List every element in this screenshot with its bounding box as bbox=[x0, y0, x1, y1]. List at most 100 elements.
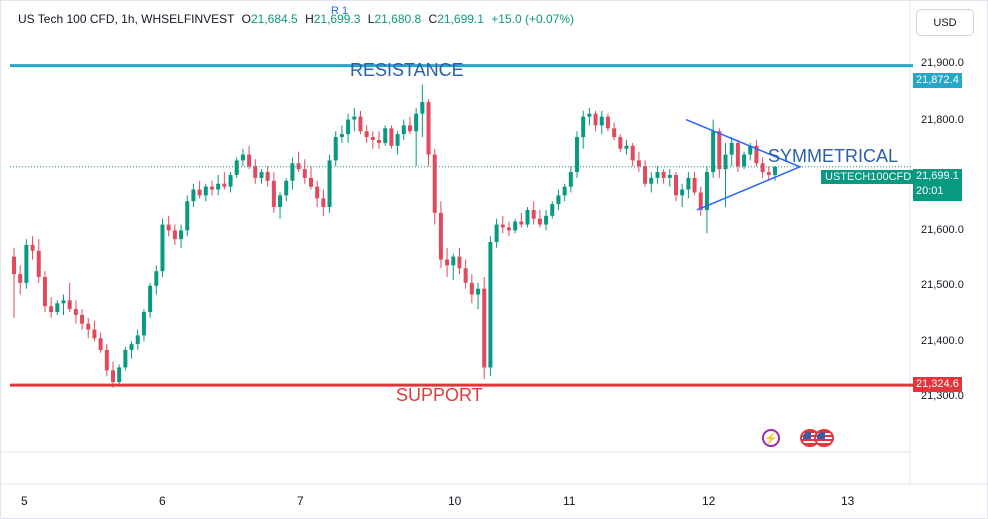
candle-body bbox=[271, 180, 276, 208]
currency-button[interactable]: USD bbox=[916, 9, 974, 36]
support-price-tag: 21,324.6 bbox=[913, 377, 962, 392]
y-tick-label: 21,300.0 bbox=[921, 390, 964, 402]
candle-body bbox=[222, 183, 227, 187]
candle-body bbox=[575, 137, 580, 173]
open-label: O bbox=[241, 12, 251, 26]
candle-body bbox=[655, 172, 660, 178]
candle-body bbox=[234, 160, 239, 175]
candle-body bbox=[704, 172, 709, 210]
candle-body bbox=[389, 128, 394, 146]
candle-body bbox=[494, 224, 499, 243]
lightning-icon[interactable]: ⚡ bbox=[762, 429, 780, 447]
candle-body bbox=[253, 166, 258, 178]
candle-body bbox=[321, 198, 326, 208]
symbol-title[interactable]: US Tech 100 CFD, 1h, WHSELFINVEST bbox=[18, 12, 235, 26]
x-tick-label: 13 bbox=[841, 494, 855, 508]
candle-body bbox=[104, 349, 109, 371]
candle-body bbox=[358, 116, 363, 132]
candle-body bbox=[333, 137, 338, 161]
candle-body bbox=[649, 177, 654, 184]
candle-body bbox=[717, 131, 722, 170]
candle-body bbox=[686, 177, 691, 190]
candle-body bbox=[117, 367, 122, 383]
candle-body bbox=[247, 154, 252, 167]
candle-body bbox=[80, 314, 85, 324]
low-label: L bbox=[367, 12, 375, 26]
candle-body bbox=[754, 145, 759, 164]
candle-body bbox=[661, 172, 666, 178]
candle-body bbox=[624, 145, 629, 149]
candle-body bbox=[773, 166, 777, 175]
candle-body bbox=[86, 323, 91, 330]
candle-body bbox=[377, 139, 382, 143]
candle-body bbox=[92, 329, 97, 339]
candle-body bbox=[500, 224, 505, 228]
candle-body bbox=[407, 125, 412, 132]
candle-body bbox=[308, 177, 313, 187]
candle-body bbox=[667, 174, 672, 178]
candle-body bbox=[240, 154, 245, 161]
candle-body bbox=[506, 227, 511, 231]
candle-body bbox=[612, 128, 617, 138]
candle-body bbox=[760, 163, 765, 173]
symmetrical-annotation: SYMMETRICAL bbox=[768, 146, 899, 166]
candle-body bbox=[457, 256, 462, 269]
x-tick-label: 5 bbox=[21, 494, 28, 508]
candle-body bbox=[284, 180, 289, 196]
candle-body bbox=[420, 102, 425, 114]
candle-body bbox=[742, 154, 747, 167]
symmetrical-triangle[interactable] bbox=[685, 118, 802, 211]
candle-body bbox=[259, 172, 264, 178]
candle-body bbox=[414, 113, 419, 132]
x-tick-label: 6 bbox=[159, 494, 166, 508]
high-label: H bbox=[305, 12, 314, 26]
candle-body bbox=[562, 186, 567, 196]
us-flag-icon[interactable] bbox=[814, 429, 834, 447]
candle-body bbox=[636, 160, 641, 167]
candle-body bbox=[302, 169, 307, 178]
candle-body bbox=[290, 163, 295, 181]
candle-body bbox=[141, 312, 146, 336]
resistance-annotation: RESISTANCE bbox=[350, 60, 464, 80]
candle-body bbox=[426, 102, 431, 155]
candle-body bbox=[605, 116, 610, 129]
candle-body bbox=[296, 163, 301, 170]
candle-body bbox=[327, 160, 332, 208]
candle-body bbox=[110, 370, 115, 383]
candle-body bbox=[42, 277, 47, 307]
candle-body bbox=[364, 131, 369, 138]
candle-body bbox=[445, 259, 450, 266]
candle-body bbox=[451, 256, 456, 266]
close-label: C bbox=[428, 12, 438, 26]
symbol-price-label: USTECH100CFD bbox=[821, 170, 916, 184]
candle-body bbox=[482, 288, 487, 368]
candle-body bbox=[123, 349, 128, 368]
candle-body bbox=[544, 215, 549, 225]
current-price-tag: 21,699.1 20:01 bbox=[913, 169, 962, 201]
candle-body bbox=[30, 244, 35, 251]
candle-body bbox=[370, 137, 375, 140]
candle-body bbox=[339, 134, 344, 138]
candle-body bbox=[154, 271, 159, 286]
candle-body bbox=[766, 172, 771, 175]
candle-body bbox=[24, 244, 29, 283]
y-tick-label: 21,600.0 bbox=[921, 224, 964, 236]
candle-body bbox=[209, 186, 214, 190]
x-tick-label: 12 bbox=[702, 494, 716, 508]
candle-body bbox=[129, 344, 134, 350]
candle-body bbox=[568, 172, 573, 187]
chart-header: US Tech 100 CFD, 1h, WHSELFINVEST O21,68… bbox=[18, 12, 574, 26]
candle-body bbox=[476, 288, 481, 295]
candle-body bbox=[135, 335, 140, 345]
candle-body bbox=[228, 174, 233, 187]
candle-body bbox=[98, 338, 103, 350]
replay-badge[interactable]: R 1 bbox=[331, 5, 349, 17]
support-annotation: SUPPORT bbox=[396, 385, 483, 405]
candle-body bbox=[581, 116, 586, 138]
candle-body bbox=[593, 113, 598, 126]
candle-body bbox=[197, 189, 202, 196]
high-value: 21,699.3 bbox=[313, 12, 361, 26]
candle-body bbox=[73, 309, 78, 315]
candle-body bbox=[735, 142, 740, 167]
